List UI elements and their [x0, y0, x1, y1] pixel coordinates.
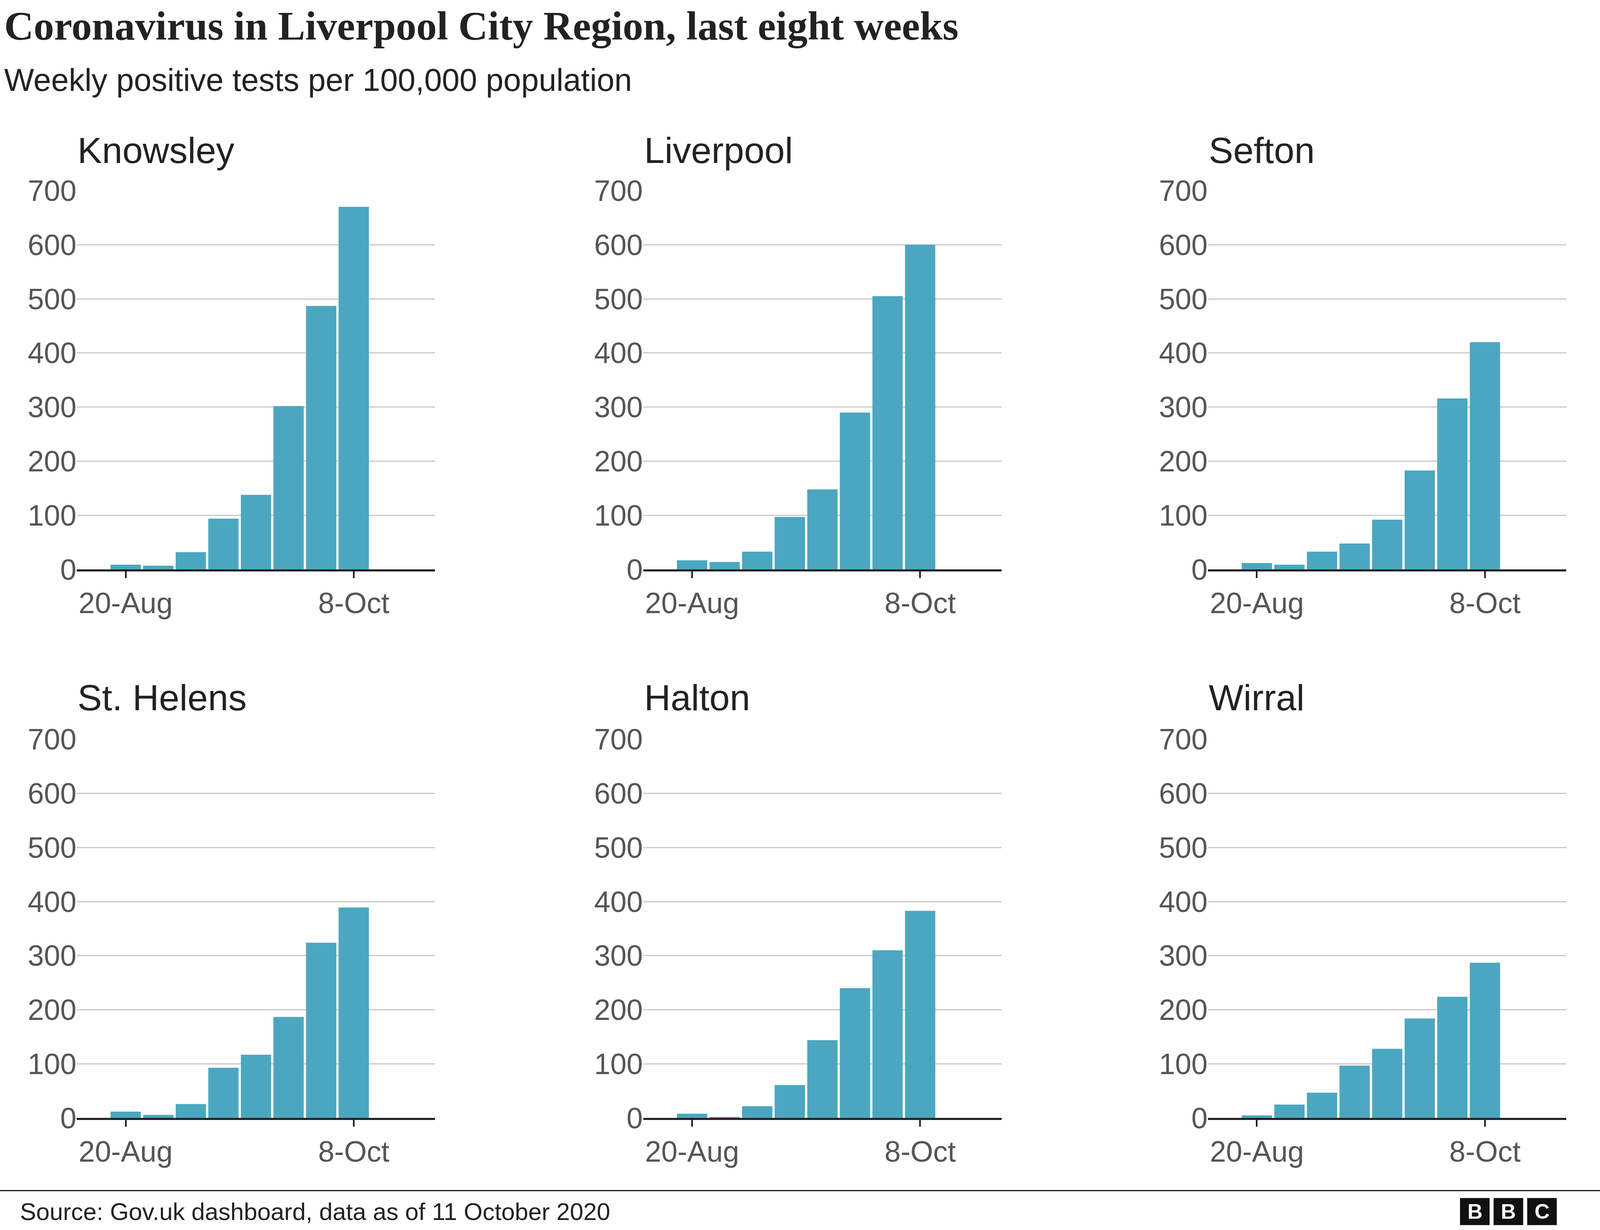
svg-text:500: 500	[1158, 282, 1208, 316]
svg-text:Weekly positive tests per 100,: Weekly positive tests per 100,000 popula…	[4, 62, 633, 98]
svg-text:100: 100	[27, 1047, 77, 1080]
svg-text:20-Aug: 20-Aug	[645, 586, 740, 620]
svg-text:0: 0	[1191, 1101, 1208, 1135]
svg-text:C: C	[1534, 1199, 1550, 1223]
svg-text:100: 100	[594, 499, 643, 532]
svg-text:200: 200	[1158, 445, 1208, 478]
svg-text:400: 400	[27, 885, 77, 918]
svg-text:600: 600	[27, 777, 77, 810]
svg-text:20-Aug: 20-Aug	[645, 1135, 740, 1168]
svg-text:500: 500	[594, 831, 643, 864]
svg-text:600: 600	[1158, 228, 1208, 262]
svg-text:500: 500	[594, 282, 643, 316]
svg-text:200: 200	[594, 445, 643, 478]
svg-text:700: 700	[594, 174, 643, 208]
svg-text:300: 300	[1158, 390, 1208, 424]
svg-text:700: 700	[27, 174, 77, 208]
svg-text:20-Aug: 20-Aug	[78, 1135, 173, 1168]
svg-text:700: 700	[1158, 722, 1208, 756]
svg-text:700: 700	[594, 722, 643, 756]
svg-text:500: 500	[27, 831, 77, 864]
svg-text:300: 300	[27, 939, 77, 972]
svg-text:300: 300	[1158, 939, 1208, 972]
svg-text:Knowsley: Knowsley	[77, 129, 235, 171]
svg-text:Halton: Halton	[644, 676, 750, 718]
svg-text:20-Aug: 20-Aug	[1210, 586, 1305, 620]
svg-text:400: 400	[594, 885, 643, 918]
svg-text:20-Aug: 20-Aug	[78, 586, 173, 620]
svg-text:100: 100	[1158, 499, 1208, 532]
svg-text:8-Oct: 8-Oct	[884, 1135, 956, 1168]
svg-text:400: 400	[27, 336, 77, 370]
svg-text:B: B	[1500, 1199, 1516, 1223]
svg-text:0: 0	[626, 553, 643, 586]
svg-text:Sefton: Sefton	[1208, 129, 1315, 171]
svg-text:600: 600	[1158, 777, 1208, 810]
svg-text:500: 500	[1158, 831, 1208, 864]
svg-text:600: 600	[594, 777, 643, 810]
svg-text:0: 0	[60, 553, 77, 586]
svg-text:8-Oct: 8-Oct	[1449, 586, 1521, 620]
svg-text:100: 100	[594, 1047, 643, 1080]
svg-text:B: B	[1467, 1199, 1483, 1223]
svg-text:100: 100	[27, 499, 77, 532]
svg-text:200: 200	[1158, 993, 1208, 1026]
svg-text:300: 300	[594, 939, 643, 972]
svg-text:Liverpool: Liverpool	[644, 129, 793, 171]
svg-text:St. Helens: St. Helens	[77, 676, 247, 718]
svg-text:200: 200	[27, 993, 77, 1026]
svg-text:20-Aug: 20-Aug	[1210, 1135, 1305, 1168]
svg-text:Wirral: Wirral	[1208, 676, 1305, 718]
svg-text:500: 500	[27, 282, 77, 316]
svg-text:400: 400	[1158, 336, 1208, 370]
svg-text:0: 0	[60, 1101, 77, 1135]
svg-text:600: 600	[27, 228, 77, 262]
svg-text:0: 0	[1191, 553, 1208, 586]
svg-text:8-Oct: 8-Oct	[1449, 1135, 1521, 1168]
svg-text:300: 300	[27, 390, 77, 424]
svg-text:400: 400	[1158, 885, 1208, 918]
svg-text:200: 200	[594, 993, 643, 1026]
svg-text:8-Oct: 8-Oct	[317, 1135, 390, 1168]
svg-text:300: 300	[594, 390, 643, 424]
svg-text:8-Oct: 8-Oct	[317, 586, 390, 620]
svg-text:200: 200	[27, 445, 77, 478]
svg-text:Source: Gov.uk dashboard, data: Source: Gov.uk dashboard, data as of 11 …	[20, 1197, 611, 1225]
svg-text:100: 100	[1158, 1047, 1208, 1080]
svg-text:0: 0	[626, 1101, 643, 1135]
svg-text:Coronavirus in Liverpool City: Coronavirus in Liverpool City Region, la…	[4, 3, 959, 49]
svg-text:700: 700	[27, 722, 77, 756]
svg-text:700: 700	[1158, 174, 1208, 208]
svg-text:8-Oct: 8-Oct	[884, 586, 956, 620]
svg-text:600: 600	[594, 228, 643, 262]
svg-text:400: 400	[594, 336, 643, 370]
